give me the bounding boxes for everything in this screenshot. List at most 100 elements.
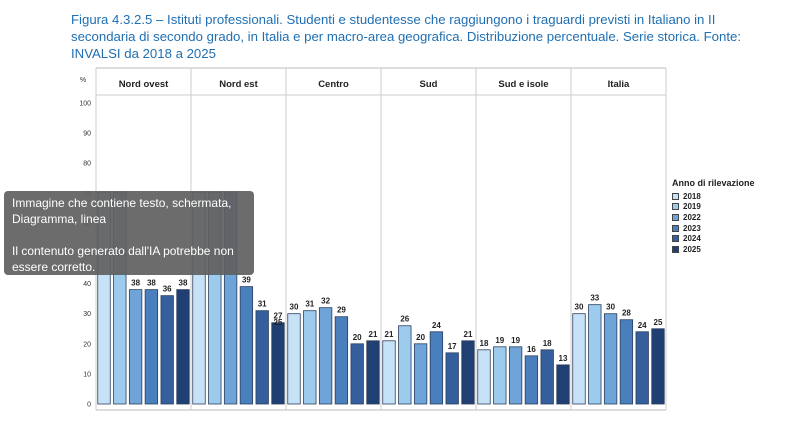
legend-item: 2018 <box>672 191 755 202</box>
bar <box>350 343 364 405</box>
bar <box>255 310 269 405</box>
legend-label: 2018 <box>683 191 701 201</box>
bar <box>128 289 143 405</box>
legend-swatch <box>672 235 679 243</box>
data-label: 18 <box>543 339 552 348</box>
legend-swatch <box>672 203 679 211</box>
y-axis-label: % <box>80 77 86 84</box>
legend-label: 2024 <box>683 234 701 244</box>
y-tick-label: 80 <box>83 161 91 168</box>
legend-label: 2025 <box>683 244 701 254</box>
data-label: 38 <box>147 279 156 288</box>
data-label: 21 <box>385 330 394 339</box>
panel-header: Sud <box>420 79 438 90</box>
data-label: 18 <box>480 339 489 348</box>
y-tick-label: 90 <box>83 131 91 138</box>
data-label: 19 <box>511 336 520 345</box>
tooltip-description: Immagine che contiene testo, schermata, … <box>12 196 232 226</box>
data-label: 17 <box>448 342 457 351</box>
legend-label: 2019 <box>683 202 701 212</box>
data-label: 25 <box>274 318 283 327</box>
y-tick-label: 30 <box>83 311 91 318</box>
legend-item: 2023 <box>672 223 755 234</box>
data-label: 27 <box>274 312 283 321</box>
bar <box>366 340 380 405</box>
bar <box>588 304 602 405</box>
bar <box>382 340 396 405</box>
data-label: 28 <box>622 309 631 318</box>
figure-caption: Figura 4.3.2.5 – Istituti professionali.… <box>71 12 741 61</box>
data-label: 24 <box>432 321 441 330</box>
bar <box>445 352 459 405</box>
data-label: 24 <box>638 321 647 330</box>
bar <box>619 319 634 405</box>
data-label: 29 <box>337 306 346 315</box>
y-tick-label: 0 <box>87 402 91 409</box>
legend-swatch <box>672 245 679 253</box>
y-tick-label: 100 <box>79 101 91 108</box>
y-tick-label: 40 <box>83 281 91 288</box>
data-label: 26 <box>400 315 409 324</box>
legend-title: Anno di rilevazione <box>672 178 755 188</box>
data-label: 30 <box>606 303 615 312</box>
panel-header: Nord ovest <box>119 79 169 90</box>
data-label: 20 <box>353 333 362 342</box>
bar <box>176 289 190 405</box>
data-label: 13 <box>559 354 568 363</box>
legend-item: 2019 <box>672 202 755 213</box>
bar <box>271 322 285 405</box>
legend-item: 2025 <box>672 244 755 255</box>
legend-label: 2022 <box>683 212 701 222</box>
legend-item: 2024 <box>672 233 755 244</box>
bar <box>477 349 491 405</box>
bar <box>556 364 570 405</box>
data-label: 39 <box>242 276 251 285</box>
data-label: 19 <box>495 336 504 345</box>
bar <box>493 346 507 405</box>
panel-header: Nord est <box>219 79 258 90</box>
legend-swatch <box>672 192 679 200</box>
data-label: 21 <box>464 330 473 339</box>
chart-legend: Anno di rilevazione 2018 2019 2022 2023 2024… <box>672 178 755 255</box>
panel-header: Italia <box>608 79 630 90</box>
panel-header: Centro <box>318 79 349 90</box>
data-label: 25 <box>654 318 663 327</box>
bar <box>572 313 586 405</box>
bar <box>429 331 444 405</box>
data-label: 36 <box>163 285 172 294</box>
bar <box>524 355 539 405</box>
bar <box>239 286 254 405</box>
tooltip-disclaimer: Il contenuto generato dall'IA potrebbe n… <box>12 244 234 274</box>
panel-header: Sud e isole <box>498 79 548 90</box>
legend-label: 2023 <box>683 223 701 233</box>
bar <box>144 289 159 405</box>
bar <box>508 346 523 405</box>
data-label: 30 <box>290 303 299 312</box>
data-label: 30 <box>575 303 584 312</box>
legend-swatch <box>672 213 679 221</box>
bar <box>635 331 649 405</box>
data-label: 21 <box>369 330 378 339</box>
bar <box>603 313 618 405</box>
data-label: 16 <box>527 345 536 354</box>
data-label: 20 <box>416 333 425 342</box>
alt-text-tooltip: Immagine che contiene testo, schermata, … <box>4 191 254 275</box>
data-label: 31 <box>258 300 267 309</box>
bar <box>318 307 333 405</box>
data-label: 33 <box>590 294 599 303</box>
legend-swatch <box>672 224 679 232</box>
bar <box>303 310 317 405</box>
bar <box>398 325 412 405</box>
bar <box>413 343 428 405</box>
bar <box>160 295 174 405</box>
y-tick-label: 10 <box>83 371 91 378</box>
bar <box>334 316 349 405</box>
y-tick-label: 20 <box>83 341 91 348</box>
bar <box>461 340 475 405</box>
data-label: 32 <box>321 297 330 306</box>
bar <box>540 349 554 405</box>
bar <box>651 328 665 405</box>
data-label: 31 <box>305 300 314 309</box>
legend-item: 2022 <box>672 212 755 223</box>
data-label: 38 <box>179 279 188 288</box>
